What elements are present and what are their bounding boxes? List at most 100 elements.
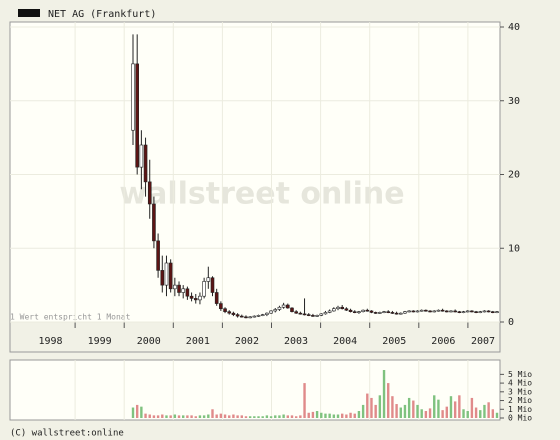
volume-bar: [328, 413, 331, 418]
candle-body: [177, 284, 181, 293]
x-tick-label: 1998: [39, 336, 63, 347]
x-tick-label: 2006: [431, 336, 455, 347]
candle-body: [311, 315, 315, 317]
candle-body: [260, 314, 265, 316]
volume-bar: [458, 395, 461, 418]
candle-body: [419, 309, 424, 312]
volume-panel: [9, 359, 501, 421]
volume-bar: [294, 416, 298, 418]
volume-bar: [198, 415, 202, 418]
volume-bar: [223, 414, 227, 418]
candle-body: [239, 315, 244, 318]
price-panel: [9, 21, 501, 323]
volume-bar: [407, 397, 411, 418]
candle-body: [415, 310, 420, 313]
volume-bar: [416, 404, 419, 418]
volume-bar: [449, 396, 453, 418]
candle-body: [286, 304, 290, 309]
volume-bar: [244, 416, 248, 418]
candle-body: [440, 309, 445, 312]
volume-bar: [140, 406, 143, 418]
candle-body: [386, 311, 391, 313]
volume-bar: [290, 415, 294, 418]
candle-body: [210, 277, 215, 293]
volume-bar: [207, 414, 210, 418]
candle-body: [256, 315, 261, 317]
volume-bar: [445, 406, 448, 418]
candle-body: [198, 295, 202, 301]
candle-body: [235, 314, 240, 317]
volume-bar: [428, 408, 432, 418]
candle-body: [185, 288, 190, 297]
volume-bar: [135, 404, 139, 418]
volume-bar: [131, 407, 135, 418]
candle-body: [357, 311, 361, 313]
volume-bar: [441, 410, 444, 418]
volume-bar: [269, 416, 273, 418]
candle-body: [323, 312, 328, 315]
volume-bar: [211, 409, 214, 418]
x-tick-label: 2005: [382, 336, 406, 347]
volume-bar: [177, 415, 181, 418]
legend-swatch: [18, 9, 40, 17]
volume-bar: [353, 413, 356, 418]
volume-bar: [286, 415, 290, 418]
candle-body: [465, 310, 470, 313]
volume-bar: [453, 401, 457, 418]
volume-bar: [152, 415, 156, 418]
volume-bar: [336, 414, 340, 418]
volume-bar: [483, 404, 486, 418]
volume-bar: [332, 414, 336, 418]
candle-body: [298, 312, 303, 315]
candle-body: [193, 298, 198, 301]
candle-body: [348, 309, 353, 312]
candle-body: [482, 310, 487, 313]
volume-bar: [395, 404, 398, 418]
volume-bar: [370, 397, 373, 418]
x-tick-label: 2000: [137, 336, 161, 347]
candle-body: [302, 313, 307, 316]
volume-bar: [391, 396, 394, 418]
candle-body: [486, 310, 491, 313]
volume-bar: [156, 415, 160, 418]
candle-body: [411, 310, 416, 313]
x-tick-label: 2004: [333, 336, 357, 347]
candle-body: [432, 310, 437, 313]
volume-bar: [215, 414, 218, 418]
volume-bar: [495, 412, 499, 418]
volume-tick-label: 5 Mio: [508, 370, 532, 379]
candle-body: [189, 295, 194, 299]
candle-body: [290, 307, 294, 312]
volume-bar: [374, 404, 377, 418]
volume-bar: [324, 413, 327, 418]
volume-bar: [349, 412, 352, 418]
candle-body: [394, 312, 399, 315]
volume-bar: [399, 407, 402, 418]
volume-bar: [412, 400, 415, 418]
candle-body: [461, 311, 466, 313]
volume-bar: [420, 409, 423, 418]
candle-body: [407, 310, 411, 313]
volume-bar: [437, 399, 440, 418]
volume-bar: [311, 411, 315, 418]
candle-body: [265, 312, 269, 315]
candle-body: [449, 310, 453, 313]
candle-body: [294, 311, 298, 314]
volume-bar: [144, 413, 147, 418]
candle-body: [173, 284, 177, 290]
candle-body: [382, 311, 386, 313]
candle-body: [453, 310, 457, 313]
candle-body: [495, 311, 499, 313]
volume-bar: [257, 416, 260, 418]
candle-body: [424, 309, 428, 312]
candle-body: [152, 203, 156, 242]
x-tick-label: 2001: [186, 336, 210, 347]
y-tick-label: 10: [508, 243, 520, 254]
volume-bar: [345, 414, 348, 418]
candle-body: [344, 308, 349, 311]
candle-body: [336, 306, 340, 310]
candle-body: [478, 311, 483, 313]
candle-body: [373, 312, 378, 314]
volume-bar: [491, 409, 495, 418]
